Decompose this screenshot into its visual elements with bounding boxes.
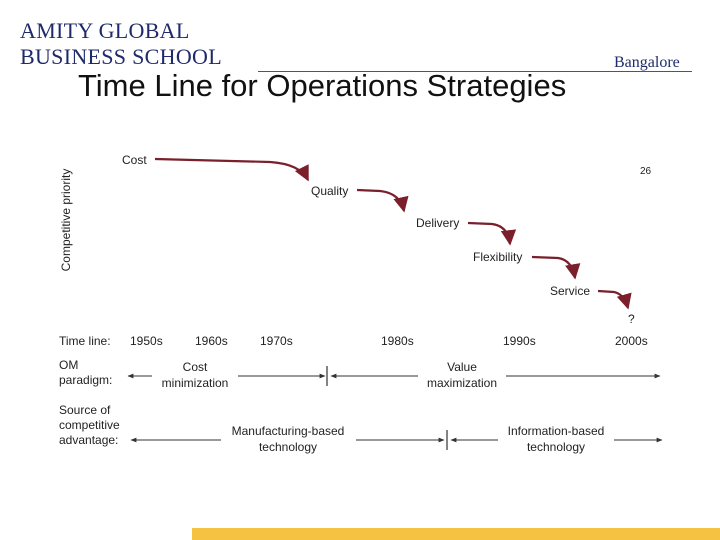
brand-line-1: AMITY GLOBAL	[20, 18, 190, 43]
phase-information-line1: Information-based	[508, 424, 605, 438]
brand-line-2: BUSINESS SCHOOL	[20, 44, 222, 69]
y-axis-label: Competitive priority	[59, 169, 73, 272]
campus-label: Bangalore	[614, 54, 680, 71]
om-paradigm-label-line2: paradigm:	[59, 373, 112, 387]
footer-accent-bar	[192, 528, 720, 540]
phase-value-maximization-line2: maximization	[427, 376, 497, 390]
phase-manufacturing-line2: technology	[259, 440, 317, 454]
page-number: 26	[640, 166, 652, 177]
decade-1990s: 1990s	[503, 334, 536, 348]
phase-value-maximization-line1: Value	[447, 360, 477, 374]
priority-flexibility: Flexibility	[473, 250, 522, 264]
decade-1980s: 1980s	[381, 334, 414, 348]
arrow-service-to-unknown	[597, 289, 632, 310]
decade-2000s: 2000s	[615, 334, 648, 348]
timeline-label: Time line:	[59, 334, 111, 348]
decade-1970s: 1970s	[260, 334, 293, 348]
header-rule	[258, 71, 692, 72]
arrow-flexibility-to-service	[531, 255, 581, 280]
advantage-label-line2: competitive	[59, 418, 120, 432]
priority-service: Service	[550, 284, 590, 298]
priority-quality: Quality	[311, 184, 348, 198]
phase-cost-minimization-line1: Cost	[183, 360, 208, 374]
arrow-delivery-to-flexibility	[467, 221, 517, 246]
priority-delivery: Delivery	[416, 216, 459, 230]
om-paradigm-label-line1: OM	[59, 358, 78, 372]
decade-1950s: 1950s	[130, 334, 163, 348]
decade-1960s: 1960s	[195, 334, 228, 348]
slide-title: Time Line for Operations Strategies	[78, 68, 567, 103]
advantage-label-line3: advantage:	[59, 433, 118, 447]
arrow-cost-to-quality	[154, 157, 309, 182]
phase-cost-minimization-line2: minimization	[162, 376, 229, 390]
brand-logo-text: AMITY GLOBAL BUSINESS SCHOOL	[20, 18, 222, 70]
phase-information-line2: technology	[527, 440, 585, 454]
priority-cost: Cost	[122, 153, 147, 167]
priority-unknown: ?	[628, 312, 635, 326]
advantage-label-line1: Source of	[59, 403, 111, 417]
arrow-quality-to-delivery	[356, 188, 409, 213]
phase-manufacturing-line1: Manufacturing-based	[232, 424, 345, 438]
